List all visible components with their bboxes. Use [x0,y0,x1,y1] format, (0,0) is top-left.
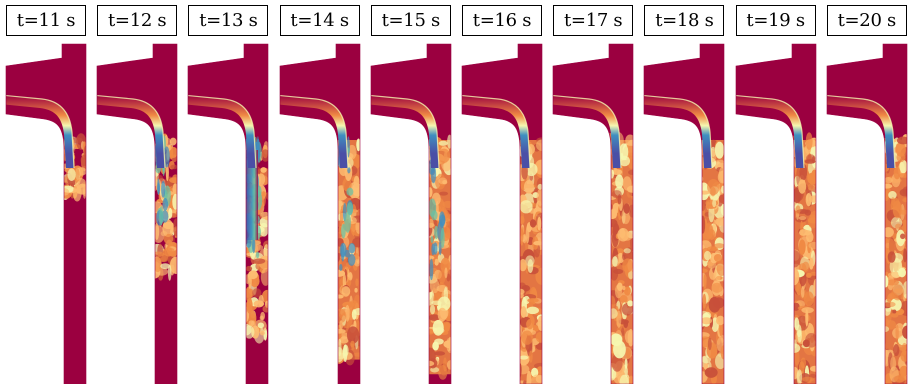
snapshot-panel: t=18 s [638,0,729,384]
time-label: t=18 s [644,5,725,36]
time-label: t=20 s [826,5,907,36]
time-label: t=15 s [370,5,451,36]
time-label: t=12 s [97,5,178,36]
snapshot-panel: t=13 s [182,0,273,384]
flow-field-image [735,43,816,384]
time-label: t=11 s [6,5,86,36]
time-label-text: t=12 s [107,10,167,31]
time-label-text: t=15 s [381,10,441,31]
flow-field-image [5,43,87,384]
time-label: t=19 s [735,5,816,36]
time-label-text: t=13 s [199,10,258,31]
flow-field-image [96,43,178,384]
time-label-text: t=14 s [290,10,349,31]
flow-field-image [552,43,634,384]
snapshot-panel: t=14 s [274,0,365,384]
snapshot-panel: t=15 s [365,0,456,384]
snapshot-panel: t=20 s [821,0,908,384]
flow-field-image [461,43,543,384]
snapshot-panel: t=11 s [0,0,91,384]
snapshot-panel: t=16 s [456,0,547,384]
flow-field-image [826,43,908,384]
time-label-text: t=19 s [746,10,805,31]
time-label-text: t=17 s [563,10,623,31]
flow-field-image [279,43,360,384]
snapshot-panel: t=19 s [730,0,821,384]
time-label-text: t=11 s [16,10,76,31]
time-label-text: t=20 s [837,10,897,31]
time-label: t=17 s [553,5,634,36]
time-label-text: t=16 s [472,10,532,31]
time-label: t=16 s [462,5,542,36]
snapshot-panel: t=17 s [547,0,638,384]
time-label: t=14 s [279,5,360,36]
time-label-text: t=18 s [655,10,714,31]
flow-field-image [644,43,725,384]
flow-field-image [188,43,269,384]
snapshot-panel: t=12 s [91,0,182,384]
time-label: t=13 s [188,5,269,36]
flow-field-image [370,43,452,384]
